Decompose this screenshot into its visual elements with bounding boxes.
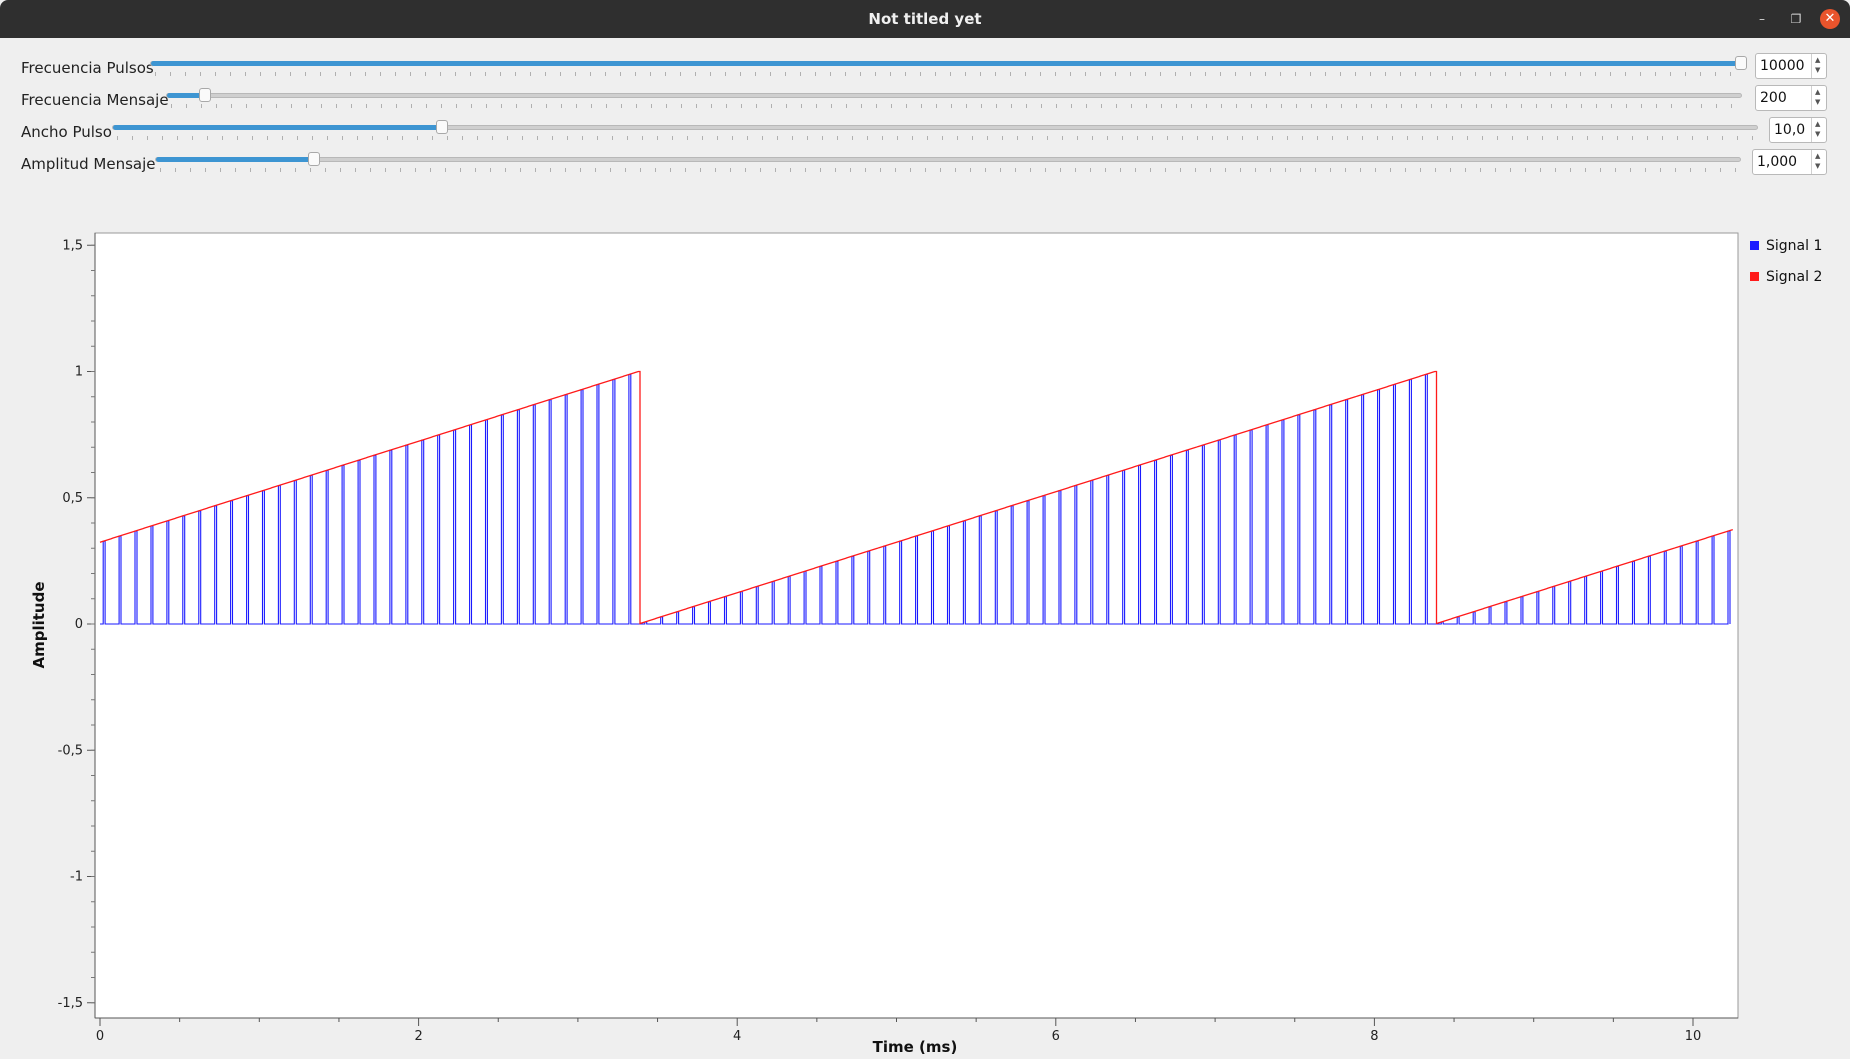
- slider-fill: [156, 157, 315, 162]
- y-axis: 1,5 1 0,5 0 -0,5 -1 -1,5: [58, 233, 96, 1018]
- amplitud-mensaje-spinbox[interactable]: 1,000 ▲ ▼: [1752, 149, 1827, 175]
- amplitud-mensaje-slider[interactable]: [155, 152, 1741, 166]
- spinbox-value: 10000: [1760, 58, 1805, 74]
- slider-fill: [167, 93, 205, 98]
- y-tick-label: -1,5: [58, 996, 83, 1011]
- plot-lines: [99, 370, 1733, 625]
- slider-handle[interactable]: [308, 152, 321, 166]
- spin-up-icon[interactable]: ▲: [1815, 120, 1821, 128]
- slider-label: Frecuencia Pulsos: [21, 59, 154, 77]
- control-row-amplitud-mensaje: Amplitud Mensaje 1,000 ▲ ▼: [0, 149, 1850, 179]
- control-row-frecuencia-pulsos: Frecuencia Pulsos 10000 ▲ ▼: [0, 53, 1850, 83]
- spin-down-icon[interactable]: ▼: [1815, 98, 1821, 106]
- y-tick-label: 0: [75, 617, 83, 632]
- ancho-pulso-spinbox[interactable]: 10,0 ▲ ▼: [1769, 117, 1827, 143]
- y-axis-label: Amplitude: [30, 581, 48, 668]
- x-tick-label: 4: [733, 1029, 741, 1044]
- x-axis-label: Time (ms): [873, 1038, 958, 1055]
- y-tick-label: -0,5: [58, 743, 83, 758]
- plot-svg: 1,5 1 0,5 0 -0,5 -1 -1,5 0 2 4 6 8 10 Time (ms) Amp…: [30, 232, 1822, 1056]
- legend-swatch: [1750, 272, 1759, 281]
- spinbox-value: 1,000: [1757, 154, 1798, 170]
- y-tick-label: 1: [75, 365, 83, 380]
- x-tick-label: 0: [96, 1029, 104, 1044]
- frecuencia-pulsos-spinbox[interactable]: 10000 ▲ ▼: [1755, 53, 1827, 79]
- close-icon[interactable]: ✕: [1820, 9, 1840, 29]
- spin-up-icon[interactable]: ▲: [1815, 152, 1821, 160]
- slider-fill: [113, 125, 442, 130]
- y-tick-label: 1,5: [62, 238, 83, 253]
- y-tick-label: -1: [70, 870, 83, 885]
- plot-canvas: [94, 232, 1739, 1019]
- x-tick-label: 10: [1685, 1029, 1702, 1044]
- x-tick-label: 6: [1052, 1029, 1060, 1044]
- maximize-icon[interactable]: ❐: [1790, 12, 1802, 26]
- legend: Signal 1 Signal 2: [1750, 238, 1822, 285]
- spinbox-value: 200: [1760, 90, 1787, 106]
- slider-fill: [151, 61, 1741, 66]
- slider-label: Frecuencia Mensaje: [21, 91, 169, 109]
- spin-up-icon[interactable]: ▲: [1815, 88, 1821, 96]
- slider-ticks: [155, 72, 1737, 76]
- slider-handle[interactable]: [435, 120, 448, 134]
- x-tick-label: 8: [1370, 1029, 1378, 1044]
- ancho-pulso-slider[interactable]: [112, 120, 1758, 134]
- slider-ticks: [171, 104, 1737, 108]
- spin-down-icon[interactable]: ▼: [1815, 130, 1821, 138]
- spinbox-value: 10,0: [1774, 122, 1806, 138]
- spin-down-icon[interactable]: ▼: [1815, 162, 1821, 170]
- spin-up-icon[interactable]: ▲: [1815, 56, 1821, 64]
- frecuencia-mensaje-spinbox[interactable]: 200 ▲ ▼: [1755, 85, 1827, 111]
- slider-handle[interactable]: [1735, 56, 1747, 70]
- x-axis: 0 2 4 6 8 10: [95, 1017, 1738, 1044]
- window-title: Not titled yet: [868, 10, 982, 28]
- y-tick-label: 0,5: [62, 491, 83, 506]
- slider-label: Ancho Pulso: [21, 123, 112, 141]
- control-row-frecuencia-mensaje: Frecuencia Mensaje 200 ▲ ▼: [0, 85, 1850, 115]
- title-bar: Not titled yet – ❐ ✕: [0, 0, 1850, 38]
- legend-entry: Signal 2: [1766, 269, 1822, 285]
- main-window: Frecuencia Pulsos 10000 ▲ ▼ Frecuencia Me…: [0, 38, 1850, 1056]
- legend-entry: Signal 1: [1766, 238, 1822, 254]
- slider-ticks: [160, 168, 1736, 172]
- spin-down-icon[interactable]: ▼: [1815, 66, 1821, 74]
- minimize-icon[interactable]: –: [1759, 12, 1765, 26]
- slider-ticks: [117, 136, 1753, 140]
- signal-2-line: [99, 370, 1733, 625]
- frecuencia-pulsos-slider[interactable]: [150, 56, 1747, 70]
- time-sink-plot[interactable]: 1,5 1 0,5 0 -0,5 -1 -1,5 0 2 4 6 8 10 Time (ms) Amp…: [0, 190, 1850, 1056]
- x-tick-label: 2: [414, 1029, 422, 1044]
- control-row-ancho-pulso: Ancho Pulso 10,0 ▲ ▼: [0, 117, 1850, 147]
- frecuencia-mensaje-slider[interactable]: [166, 88, 1742, 102]
- slider-handle[interactable]: [198, 88, 211, 102]
- slider-label: Amplitud Mensaje: [21, 155, 156, 173]
- legend-swatch: [1750, 241, 1759, 250]
